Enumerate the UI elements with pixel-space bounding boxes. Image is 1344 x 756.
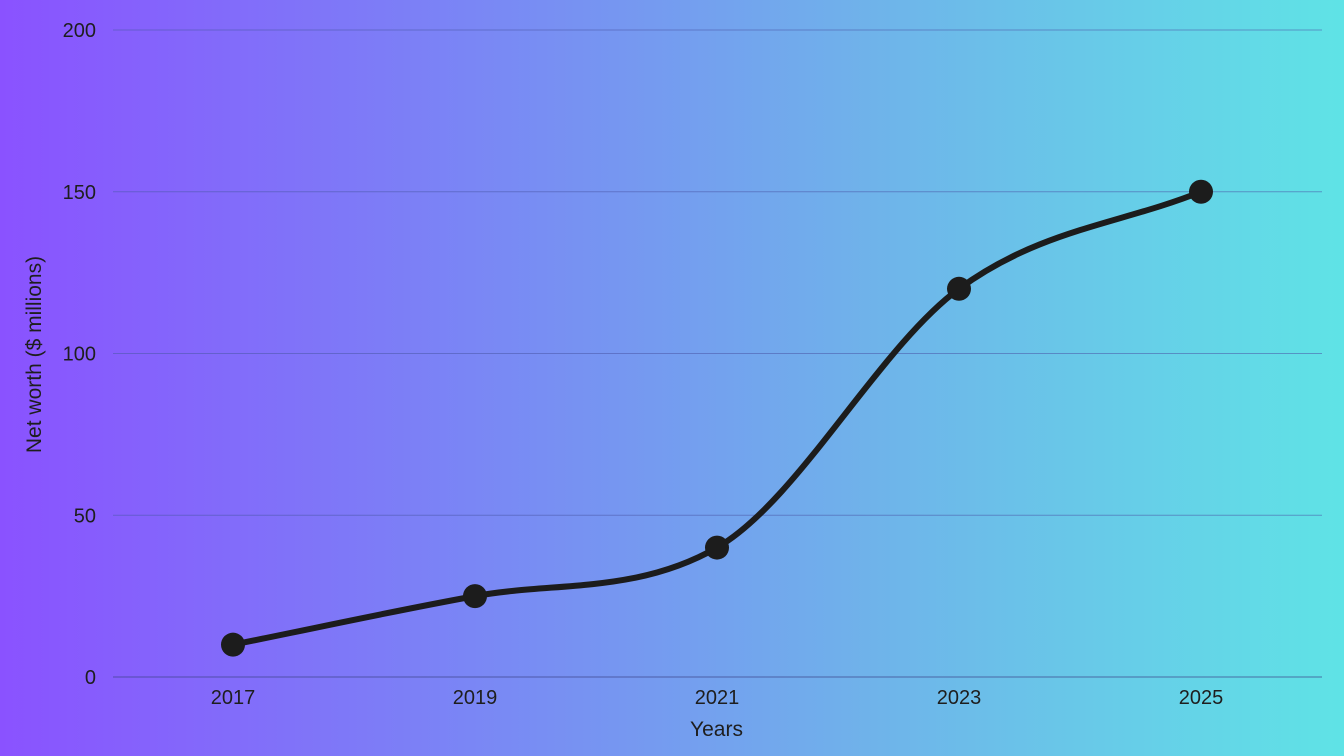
y-tick-label: 150 (63, 182, 96, 204)
data-point (1189, 179, 1213, 204)
x-tick-label: 2017 (211, 687, 256, 709)
y-axis-tick-labels: 0 50 100 150 200 (63, 20, 96, 689)
y-axis-title: Net worth ($ millions) (23, 256, 46, 453)
y-tick-label: 200 (63, 20, 96, 42)
y-tick-label: 100 (63, 344, 96, 366)
y-tick-label: 0 (85, 667, 96, 689)
series-line (230, 188, 1204, 648)
data-points (221, 179, 1213, 657)
x-tick-label: 2021 (695, 687, 740, 709)
x-axis-tick-labels: 2017 2019 2021 2023 2025 (211, 687, 1224, 709)
x-tick-label: 2023 (937, 687, 982, 709)
data-point (463, 584, 487, 609)
x-axis-title: Years (690, 718, 743, 741)
x-tick-label: 2025 (1179, 687, 1224, 709)
data-point (221, 632, 245, 657)
y-gridlines (113, 29, 1322, 516)
x-tick-label: 2019 (453, 687, 498, 709)
data-point (947, 276, 971, 301)
data-point (705, 535, 729, 560)
y-tick-label: 50 (74, 505, 96, 527)
